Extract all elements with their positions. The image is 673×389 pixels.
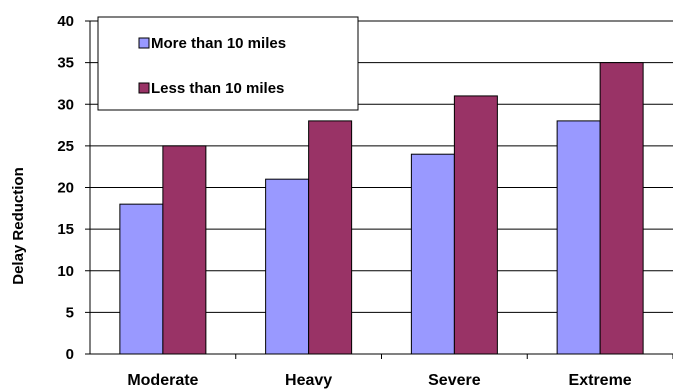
- bar-severe-series-1: [410, 153, 455, 355]
- x-category-label: Extreme: [569, 372, 632, 389]
- bar-extreme-series-2: [599, 62, 644, 355]
- bar-heavy-series-2: [308, 120, 353, 355]
- y-tick-label: 30: [57, 96, 74, 113]
- y-tick-label: 35: [57, 55, 74, 72]
- y-tick-label: 5: [66, 304, 74, 321]
- bar-heavy-series-1: [265, 178, 310, 355]
- y-tick-label: 0: [66, 346, 74, 363]
- bar-moderate-series-2: [162, 145, 207, 355]
- x-category-labels: Moderate Heavy Severe Extreme: [127, 372, 631, 389]
- y-tick-labels: 0 5 10 15 20 25 30 35 40: [57, 13, 74, 363]
- x-category-label: Severe: [428, 372, 481, 389]
- bar-severe-series-2: [453, 95, 498, 355]
- bars: [119, 62, 644, 355]
- bar-extreme-series-1: [556, 120, 601, 355]
- y-axis-title: Delay Reduction: [10, 167, 27, 285]
- axes: [85, 20, 673, 359]
- bar-moderate-series-1: [119, 203, 164, 355]
- y-tick-label: 10: [57, 263, 74, 280]
- x-category-label: Heavy: [285, 372, 332, 389]
- legend-label: Less than 10 miles: [151, 80, 284, 97]
- legend-swatch: [138, 37, 150, 49]
- y-tick-label: 25: [57, 138, 74, 155]
- legend-swatch: [138, 82, 150, 94]
- y-tick-label: 20: [57, 180, 74, 197]
- y-tick-label: 40: [57, 13, 74, 30]
- x-category-label: Moderate: [127, 372, 198, 389]
- legend-box: [97, 16, 359, 111]
- legend: More than 10 miles Less than 10 miles: [97, 16, 359, 111]
- y-tick-label: 15: [57, 221, 74, 238]
- legend-label: More than 10 miles: [151, 35, 286, 52]
